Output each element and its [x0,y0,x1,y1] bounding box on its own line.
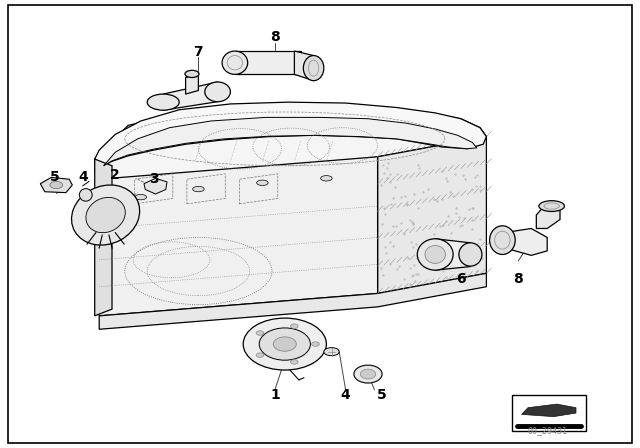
Polygon shape [163,82,218,110]
Polygon shape [95,102,486,172]
Ellipse shape [490,226,515,254]
Text: 1: 1 [270,388,280,402]
Polygon shape [294,51,314,81]
Polygon shape [99,273,486,329]
Ellipse shape [222,51,248,74]
Ellipse shape [303,56,324,81]
Ellipse shape [135,194,147,200]
FancyBboxPatch shape [8,5,632,443]
Ellipse shape [360,369,376,379]
Text: 2: 2 [110,168,120,182]
Text: 7: 7 [193,44,204,59]
Ellipse shape [256,353,264,358]
Polygon shape [502,228,547,255]
FancyBboxPatch shape [512,395,586,431]
Polygon shape [144,178,167,194]
Ellipse shape [321,176,332,181]
Text: 4: 4 [78,170,88,184]
Polygon shape [95,159,112,316]
Polygon shape [186,74,198,94]
Ellipse shape [193,186,204,192]
Ellipse shape [72,185,140,245]
Polygon shape [235,51,301,74]
Ellipse shape [147,94,179,110]
Text: 3: 3 [148,172,159,186]
Text: 4: 4 [340,388,351,402]
Ellipse shape [417,239,453,270]
Polygon shape [435,239,470,270]
Ellipse shape [291,324,298,328]
Ellipse shape [86,198,125,233]
Text: 8: 8 [270,30,280,44]
Polygon shape [95,104,486,184]
Ellipse shape [259,328,310,360]
Ellipse shape [256,331,264,335]
Ellipse shape [205,82,230,102]
Polygon shape [99,157,378,316]
Text: 5: 5 [376,388,387,402]
Polygon shape [104,117,477,166]
Ellipse shape [539,201,564,211]
Text: 8: 8 [513,271,524,286]
Ellipse shape [354,365,382,383]
Ellipse shape [79,189,92,201]
Text: 5: 5 [49,170,60,184]
Text: 00_29431: 00_29431 [527,426,567,435]
Text: 6: 6 [456,271,466,286]
Ellipse shape [243,318,326,370]
Ellipse shape [425,246,445,263]
Polygon shape [40,177,72,193]
Polygon shape [536,206,560,228]
Polygon shape [378,137,486,293]
Ellipse shape [324,348,339,356]
Ellipse shape [185,70,199,78]
Ellipse shape [459,243,482,266]
Ellipse shape [257,180,268,185]
Ellipse shape [50,181,63,189]
Ellipse shape [312,342,319,346]
Ellipse shape [273,337,296,351]
Ellipse shape [291,360,298,364]
Polygon shape [522,404,576,417]
